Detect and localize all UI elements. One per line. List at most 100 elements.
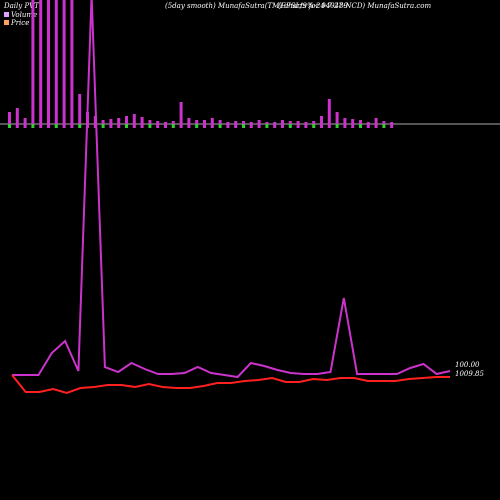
volume-bar [249,122,253,124]
volume-stub [125,124,128,128]
volume-stub [327,124,331,128]
volume-stub [343,124,347,128]
volume-stub [288,124,292,128]
volume-stub [109,124,113,128]
volume-bar [304,122,308,124]
volume-bar [234,121,238,124]
volume-bars [8,0,394,128]
volume-stub [140,124,144,128]
volume-stub [234,124,238,128]
volume-stub [249,124,253,128]
volume-stub [210,124,214,128]
volume-stub [164,124,167,128]
volume-bar [62,0,66,124]
volume-bar [47,0,50,124]
volume-bar [117,118,121,124]
volume-bar [218,120,222,124]
volume-bar [203,120,206,124]
volume-bar [109,119,113,124]
volume-stub [359,124,362,128]
volume-bar [288,121,292,124]
volume-bar [132,114,136,124]
volume-bar [296,121,300,124]
volume-bar [257,120,261,124]
volume-bar [343,118,347,124]
last-price-label: 1009.85 [455,370,484,378]
volume-stub [257,124,261,128]
volume-stub [31,124,35,128]
volume-stub [273,124,277,128]
volume-stub [390,124,394,128]
header-left: Daily PVT [3,2,40,10]
legend-label-price: Price [10,19,29,27]
volume-stub [179,124,183,128]
volume-stub [39,124,43,128]
volume-stub [78,124,82,128]
volume-stub [351,124,355,128]
volume-stub [281,124,284,128]
volume-stub [171,124,175,128]
volume-bar [54,0,58,124]
volume-stub [70,124,74,128]
volume-stub [320,124,323,128]
volume-bar [70,0,74,124]
volume-stub [47,124,50,128]
volume-bar [359,120,362,124]
volume-bar [327,99,331,124]
volume-stub [54,124,58,128]
volume-bar [351,119,355,124]
volume-bar [23,118,27,124]
volume-stub [312,124,316,128]
volume-stub [265,124,269,128]
volume-bar [374,118,378,124]
volume-bar [31,0,35,124]
volume-stub [304,124,308,128]
volume-bar [226,122,230,124]
volume-stub [132,124,136,128]
volume-bar [148,120,152,124]
volume-bar [382,121,386,124]
volume-stub [62,124,66,128]
volume-bar [273,122,277,124]
volume-stub [226,124,230,128]
volume-stub [23,124,27,128]
pvt-line [12,0,451,379]
volume-bar [125,116,128,124]
price-line [11,374,450,395]
volume-bar [101,120,105,124]
volume-bar [15,108,19,124]
volume-stub [382,124,386,128]
volume-stub [218,124,222,128]
volume-stub [203,124,206,128]
volume-stub [242,124,245,128]
volume-bar [8,112,11,124]
legend-swatch-price [4,20,9,25]
volume-bar [210,118,214,124]
volume-bar [164,122,167,124]
volume-bar [187,118,191,124]
volume-bar [171,121,175,124]
volume-stub [117,124,121,128]
volume-bar [78,94,82,124]
volume-stub [156,124,160,128]
volume-stub [374,124,378,128]
volume-stub [296,124,300,128]
volume-stub [366,124,370,128]
volume-stub [195,124,199,128]
volume-bar [39,0,43,124]
volume-bar [335,112,339,124]
volume-bar [281,120,284,124]
last-value-label: 100.00 [455,361,480,369]
volume-bar [390,122,394,124]
volume-stub [15,124,19,128]
header-right: (EFSL/9%-24-7-27-NCD) MunafaSutra.com [278,2,432,10]
volume-bar [195,120,199,124]
volume-stub [148,124,152,128]
volume-stub [187,124,191,128]
header-center: (5day smooth) MunafaSutra(TM) charts for… [165,2,348,10]
volume-bar [156,121,160,124]
volume-bar [242,121,245,124]
legend-swatch-volume [4,12,9,17]
